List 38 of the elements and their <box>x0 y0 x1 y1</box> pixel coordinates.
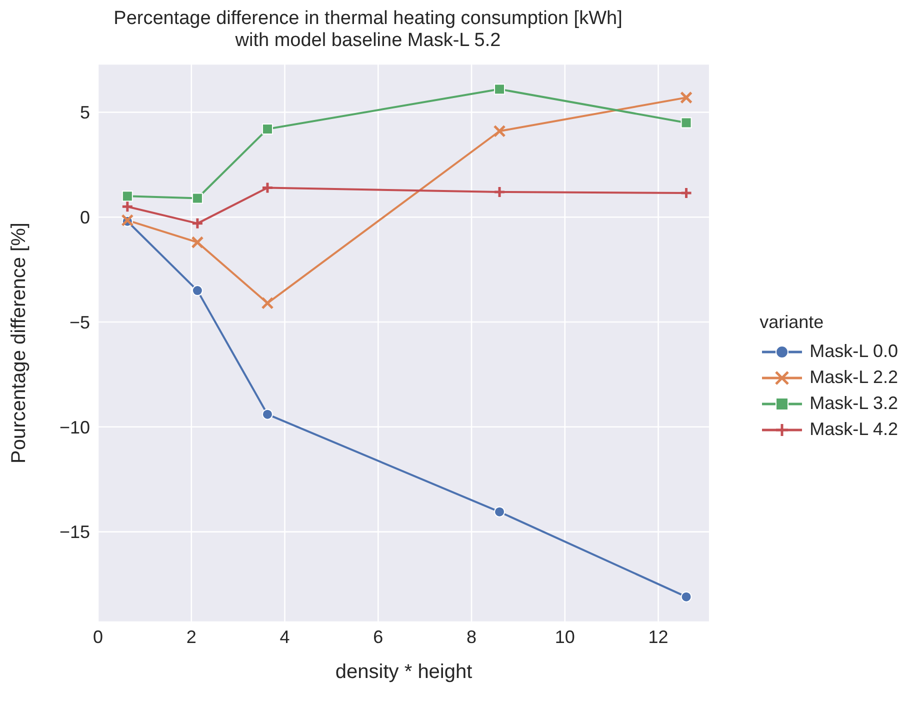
legend-label: Mask-L 3.2 <box>810 393 898 414</box>
point <box>261 182 274 194</box>
y-tick-label: −15 <box>59 522 90 542</box>
legend-label: Mask-L 4.2 <box>810 419 898 440</box>
point <box>680 186 693 200</box>
point <box>261 296 274 310</box>
x-tick-label: 0 <box>92 626 104 647</box>
point <box>262 124 273 135</box>
point <box>494 506 506 518</box>
y-tick-label: −10 <box>59 417 90 438</box>
point <box>122 190 133 202</box>
legend-label: Mask-L 2.2 <box>810 367 898 388</box>
point <box>494 84 506 95</box>
point <box>680 91 693 104</box>
y-tick-label: 5 <box>80 102 90 123</box>
point <box>493 186 506 198</box>
point <box>121 200 134 213</box>
x-tick-label: 12 <box>648 626 668 647</box>
y-tick-label: −5 <box>69 312 90 332</box>
legend-title: variante <box>760 312 825 332</box>
point <box>680 591 692 602</box>
x-tick-label: 8 <box>466 626 477 647</box>
x-tick-label: 6 <box>373 626 384 647</box>
x-tick-label: 4 <box>280 626 290 647</box>
point <box>191 217 204 230</box>
y-tick-label: 0 <box>80 208 90 228</box>
x-axis-title: density * height <box>335 661 473 683</box>
legend-label: Mask-L 0.0 <box>810 341 898 362</box>
point <box>680 117 692 128</box>
x-tick-label: 10 <box>554 626 575 647</box>
point <box>191 236 204 249</box>
x-tick-label: 2 <box>186 626 196 647</box>
point <box>493 124 506 138</box>
point <box>192 192 203 204</box>
point <box>262 408 273 420</box>
point <box>192 285 203 296</box>
y-axis-title: Pourcentage difference [%] <box>8 222 30 464</box>
chart-title: Percentage difference in thermal heating consumption [kWh] with model baseline Mask-L 5.2 <box>112 8 624 52</box>
